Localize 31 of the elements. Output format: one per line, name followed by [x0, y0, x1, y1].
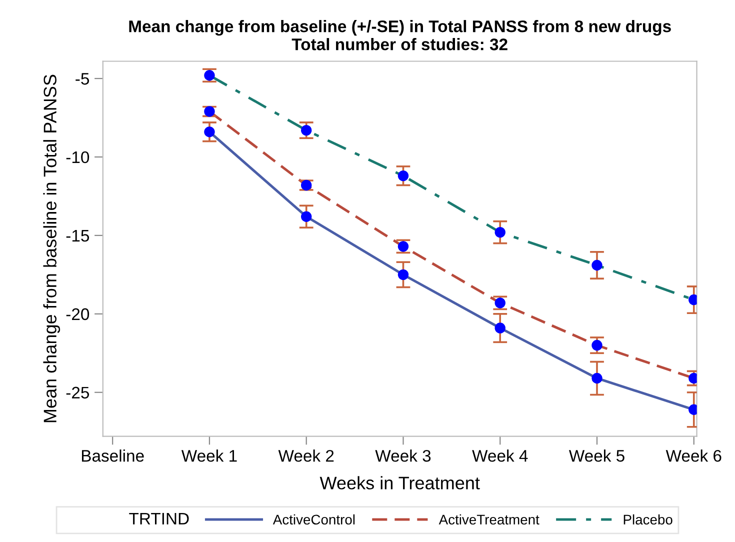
point: [300, 124, 312, 136]
legend-label: Placebo: [624, 514, 672, 525]
x-tick-label: Week 6: [666, 450, 722, 462]
legend-label: ActiveControl: [272, 514, 355, 525]
point: [398, 170, 409, 182]
x-tick-label: Week 1: [181, 450, 237, 462]
x-tick-label: Week 2: [278, 450, 334, 462]
legend-title: TRTIND: [129, 512, 189, 524]
y-tick-label: -20: [66, 308, 90, 320]
point: [204, 126, 215, 138]
point: [494, 226, 506, 238]
y-tick-label: -5: [76, 73, 90, 85]
y-tick-label: -15: [66, 230, 90, 242]
x-tick-label: Week 4: [472, 450, 528, 462]
point: [204, 106, 215, 117]
x-tick-label: Week 5: [568, 450, 624, 462]
y-tick-label: -25: [66, 386, 90, 399]
point: [300, 180, 312, 191]
y-tick-label: -10: [66, 151, 90, 164]
point: [398, 269, 409, 280]
point: [494, 322, 506, 334]
x-axis-title: Weeks in Treatment: [320, 476, 480, 490]
x-tick-label: Baseline: [82, 450, 144, 462]
x-tick-label: Week 3: [375, 450, 431, 462]
point: [592, 372, 602, 384]
chart-title: Mean change from baseline (+/-SE) in Total PANSS from 8 new drugs Total number of studies: 32: [129, 20, 671, 50]
y-axis-title: Mean change from baseline in Total PANSS: [43, 74, 60, 422]
point: [592, 260, 602, 271]
point: [300, 211, 312, 222]
legend-label: ActiveTreatment: [438, 514, 540, 525]
point: [592, 340, 602, 351]
